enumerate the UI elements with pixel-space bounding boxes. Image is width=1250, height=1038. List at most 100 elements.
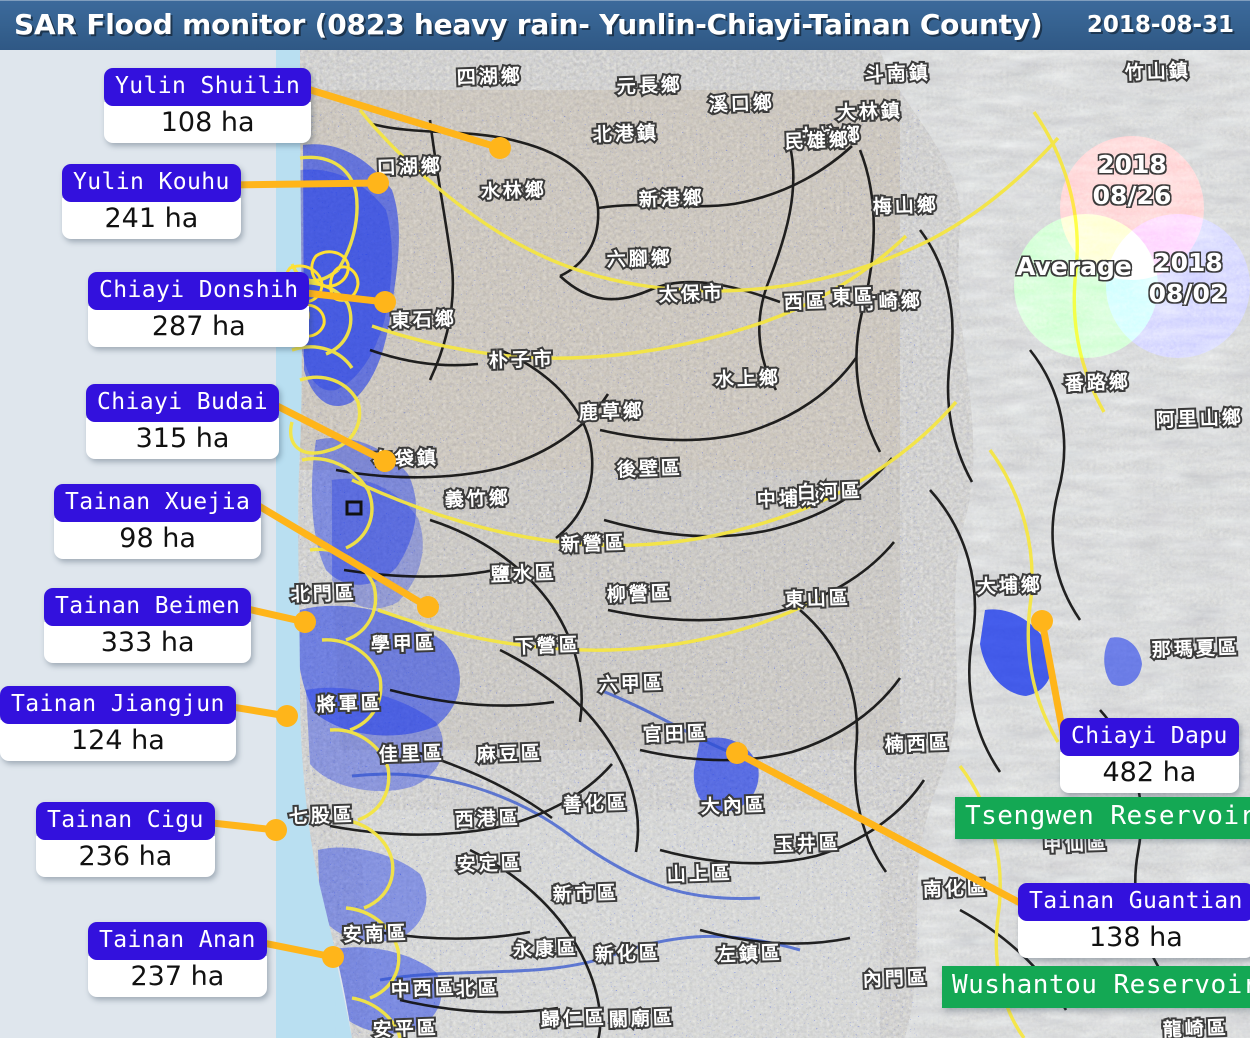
township-label: 大林鎮 xyxy=(836,99,903,124)
township-label: 阿里山鄉 xyxy=(1155,405,1244,431)
township-label: 將軍區 xyxy=(316,691,383,716)
township-label: 口湖鄉 xyxy=(376,154,443,179)
township-label: 西區 xyxy=(783,290,828,314)
township-label: 善化區 xyxy=(562,791,629,816)
township-label: 龍崎區 xyxy=(1162,1016,1229,1038)
flood-callout-name: Tainan Beimen xyxy=(44,588,252,626)
flood-callout-area: 108 ha xyxy=(104,101,312,143)
flood-callout-name: Tainan Xuejia xyxy=(54,484,262,522)
township-label: 那瑪夏區 xyxy=(1151,636,1240,661)
flood-callout[interactable]: Tainan Anan 237 ha xyxy=(88,922,267,997)
township-label: 水林鄉 xyxy=(480,178,547,203)
flood-callout-name: Tainan Cigu xyxy=(36,802,215,840)
township-label: 新市區 xyxy=(552,881,619,906)
flood-callout-area: 236 ha xyxy=(36,835,215,877)
flood-callout-area: 315 ha xyxy=(86,417,279,459)
township-label: 玉井區 xyxy=(774,832,841,856)
township-label: 新港鄉 xyxy=(638,186,705,211)
township-label: 安平區 xyxy=(372,1016,439,1038)
township-label: 六甲區 xyxy=(598,671,665,696)
township-label: 竹崎鄉 xyxy=(855,289,923,314)
reservoir-label: Wushantou Reservoir xyxy=(942,966,1250,1008)
township-label: 朴子市 xyxy=(488,347,555,372)
township-label: 北港鎮 xyxy=(592,121,659,146)
flood-callout-area: 287 ha xyxy=(88,305,310,347)
flood-callout-name: Tainan Jiangjun xyxy=(0,686,236,724)
flood-callout[interactable]: Tainan Beimen 333 ha xyxy=(44,588,252,663)
township-label: 布袋鎮 xyxy=(372,446,439,471)
township-label: 後壁區 xyxy=(616,456,683,481)
reservoir-label: Tsengwen Reservoir xyxy=(955,797,1250,839)
township-label: 內門區 xyxy=(862,967,929,991)
township-label: 山上區 xyxy=(666,862,733,886)
flood-callout-area: 138 ha xyxy=(1018,916,1250,958)
township-label: 東山區 xyxy=(784,586,851,611)
township-label: 安南區 xyxy=(342,921,409,946)
flood-callout-area: 98 ha xyxy=(54,517,262,559)
township-label: 四湖鄉 xyxy=(456,64,523,89)
township-label: 麻豆區 xyxy=(475,741,543,766)
township-label: 東區 xyxy=(831,284,876,309)
township-label: 鹽水區 xyxy=(490,561,557,586)
township-label: 大內區 xyxy=(700,793,767,818)
venn-circle-blue xyxy=(1106,214,1250,358)
township-label: 鹿草鄉 xyxy=(578,399,645,424)
flood-callout-name: Yulin Kouhu xyxy=(62,164,241,202)
township-label: 民雄鄉 xyxy=(784,128,851,153)
flood-callout-area: 241 ha xyxy=(62,197,241,239)
township-label: 左鎮區 xyxy=(716,941,783,966)
township-label: 六腳鄉 xyxy=(606,246,673,271)
title-bar: SAR Flood monitor (0823 heavy rain- Yunl… xyxy=(0,0,1250,50)
township-label: 古坑鄉 xyxy=(796,123,863,148)
flood-callout-name: Chiayi Donshih xyxy=(88,272,310,310)
township-label: 南化區 xyxy=(922,876,989,901)
township-label: 永康區 xyxy=(511,936,579,961)
township-label: 歸仁區 xyxy=(540,1006,607,1031)
township-label: 番路鄉 xyxy=(1063,370,1131,395)
flood-callout[interactable]: Chiayi Budai 315 ha xyxy=(86,384,279,459)
township-label: 佳里區 xyxy=(378,741,445,766)
page-title: SAR Flood monitor (0823 heavy rain- Yunl… xyxy=(14,8,1043,41)
township-label: 水上鄉 xyxy=(714,366,781,391)
township-label: 柳營區 xyxy=(606,581,673,606)
township-label: 梅山鄉 xyxy=(872,193,939,218)
township-label: 安定區 xyxy=(456,851,523,876)
flood-callout-name: Yulin Shuilin xyxy=(104,68,312,106)
flood-callout-name: Tainan Guantian xyxy=(1018,883,1250,921)
flood-callout-area: 124 ha xyxy=(0,719,236,761)
flood-callout[interactable]: Tainan Cigu 236 ha xyxy=(36,802,215,877)
township-label: 中埔鄉 xyxy=(756,486,823,511)
township-label: 元長鄉 xyxy=(616,73,683,98)
township-label: 西港區 xyxy=(454,807,521,831)
flood-callout[interactable]: Yulin Kouhu 241 ha xyxy=(62,164,241,239)
flood-callout[interactable]: Yulin Shuilin 108 ha xyxy=(104,68,312,143)
township-label: 義竹鄉 xyxy=(444,486,511,511)
rgb-venn-legend: 2018 08/26 Average 2018 08/02 xyxy=(1014,136,1250,358)
flood-callout[interactable]: Tainan Guantian 138 ha xyxy=(1018,883,1250,958)
flood-callout-area: 333 ha xyxy=(44,621,252,663)
flood-callout-area: 482 ha xyxy=(1060,751,1239,793)
township-label: 學甲區 xyxy=(370,632,437,656)
township-label: 七股區 xyxy=(288,804,355,828)
township-label: 下營區 xyxy=(514,633,581,658)
flood-callout[interactable]: Chiayi Donshih 287 ha xyxy=(88,272,310,347)
township-label: 溪口鄉 xyxy=(708,91,775,116)
township-label: 中西區 xyxy=(390,976,457,1001)
flood-callout-area: 237 ha xyxy=(88,955,267,997)
township-label: 白河區 xyxy=(796,479,863,504)
township-label: 斗南鎮 xyxy=(864,61,931,86)
flood-callout[interactable]: Tainan Xuejia 98 ha xyxy=(54,484,262,559)
acquisition-date: 2018-08-31 xyxy=(1086,12,1234,38)
flood-callout-name: Chiayi Budai xyxy=(86,384,279,422)
township-label: 太保市 xyxy=(658,281,725,306)
township-label: 大埔鄉 xyxy=(976,573,1043,598)
flood-callout-name: Chiayi Dapu xyxy=(1060,718,1239,756)
township-label: 新化區 xyxy=(594,941,661,966)
flood-callout[interactable]: Chiayi Dapu 482 ha xyxy=(1060,718,1239,793)
township-label: 官田區 xyxy=(642,721,709,746)
flood-callout[interactable]: Tainan Jiangjun 124 ha xyxy=(0,686,236,761)
township-label: 東石鄉 xyxy=(390,307,457,332)
flood-callout-name: Tainan Anan xyxy=(88,922,267,960)
